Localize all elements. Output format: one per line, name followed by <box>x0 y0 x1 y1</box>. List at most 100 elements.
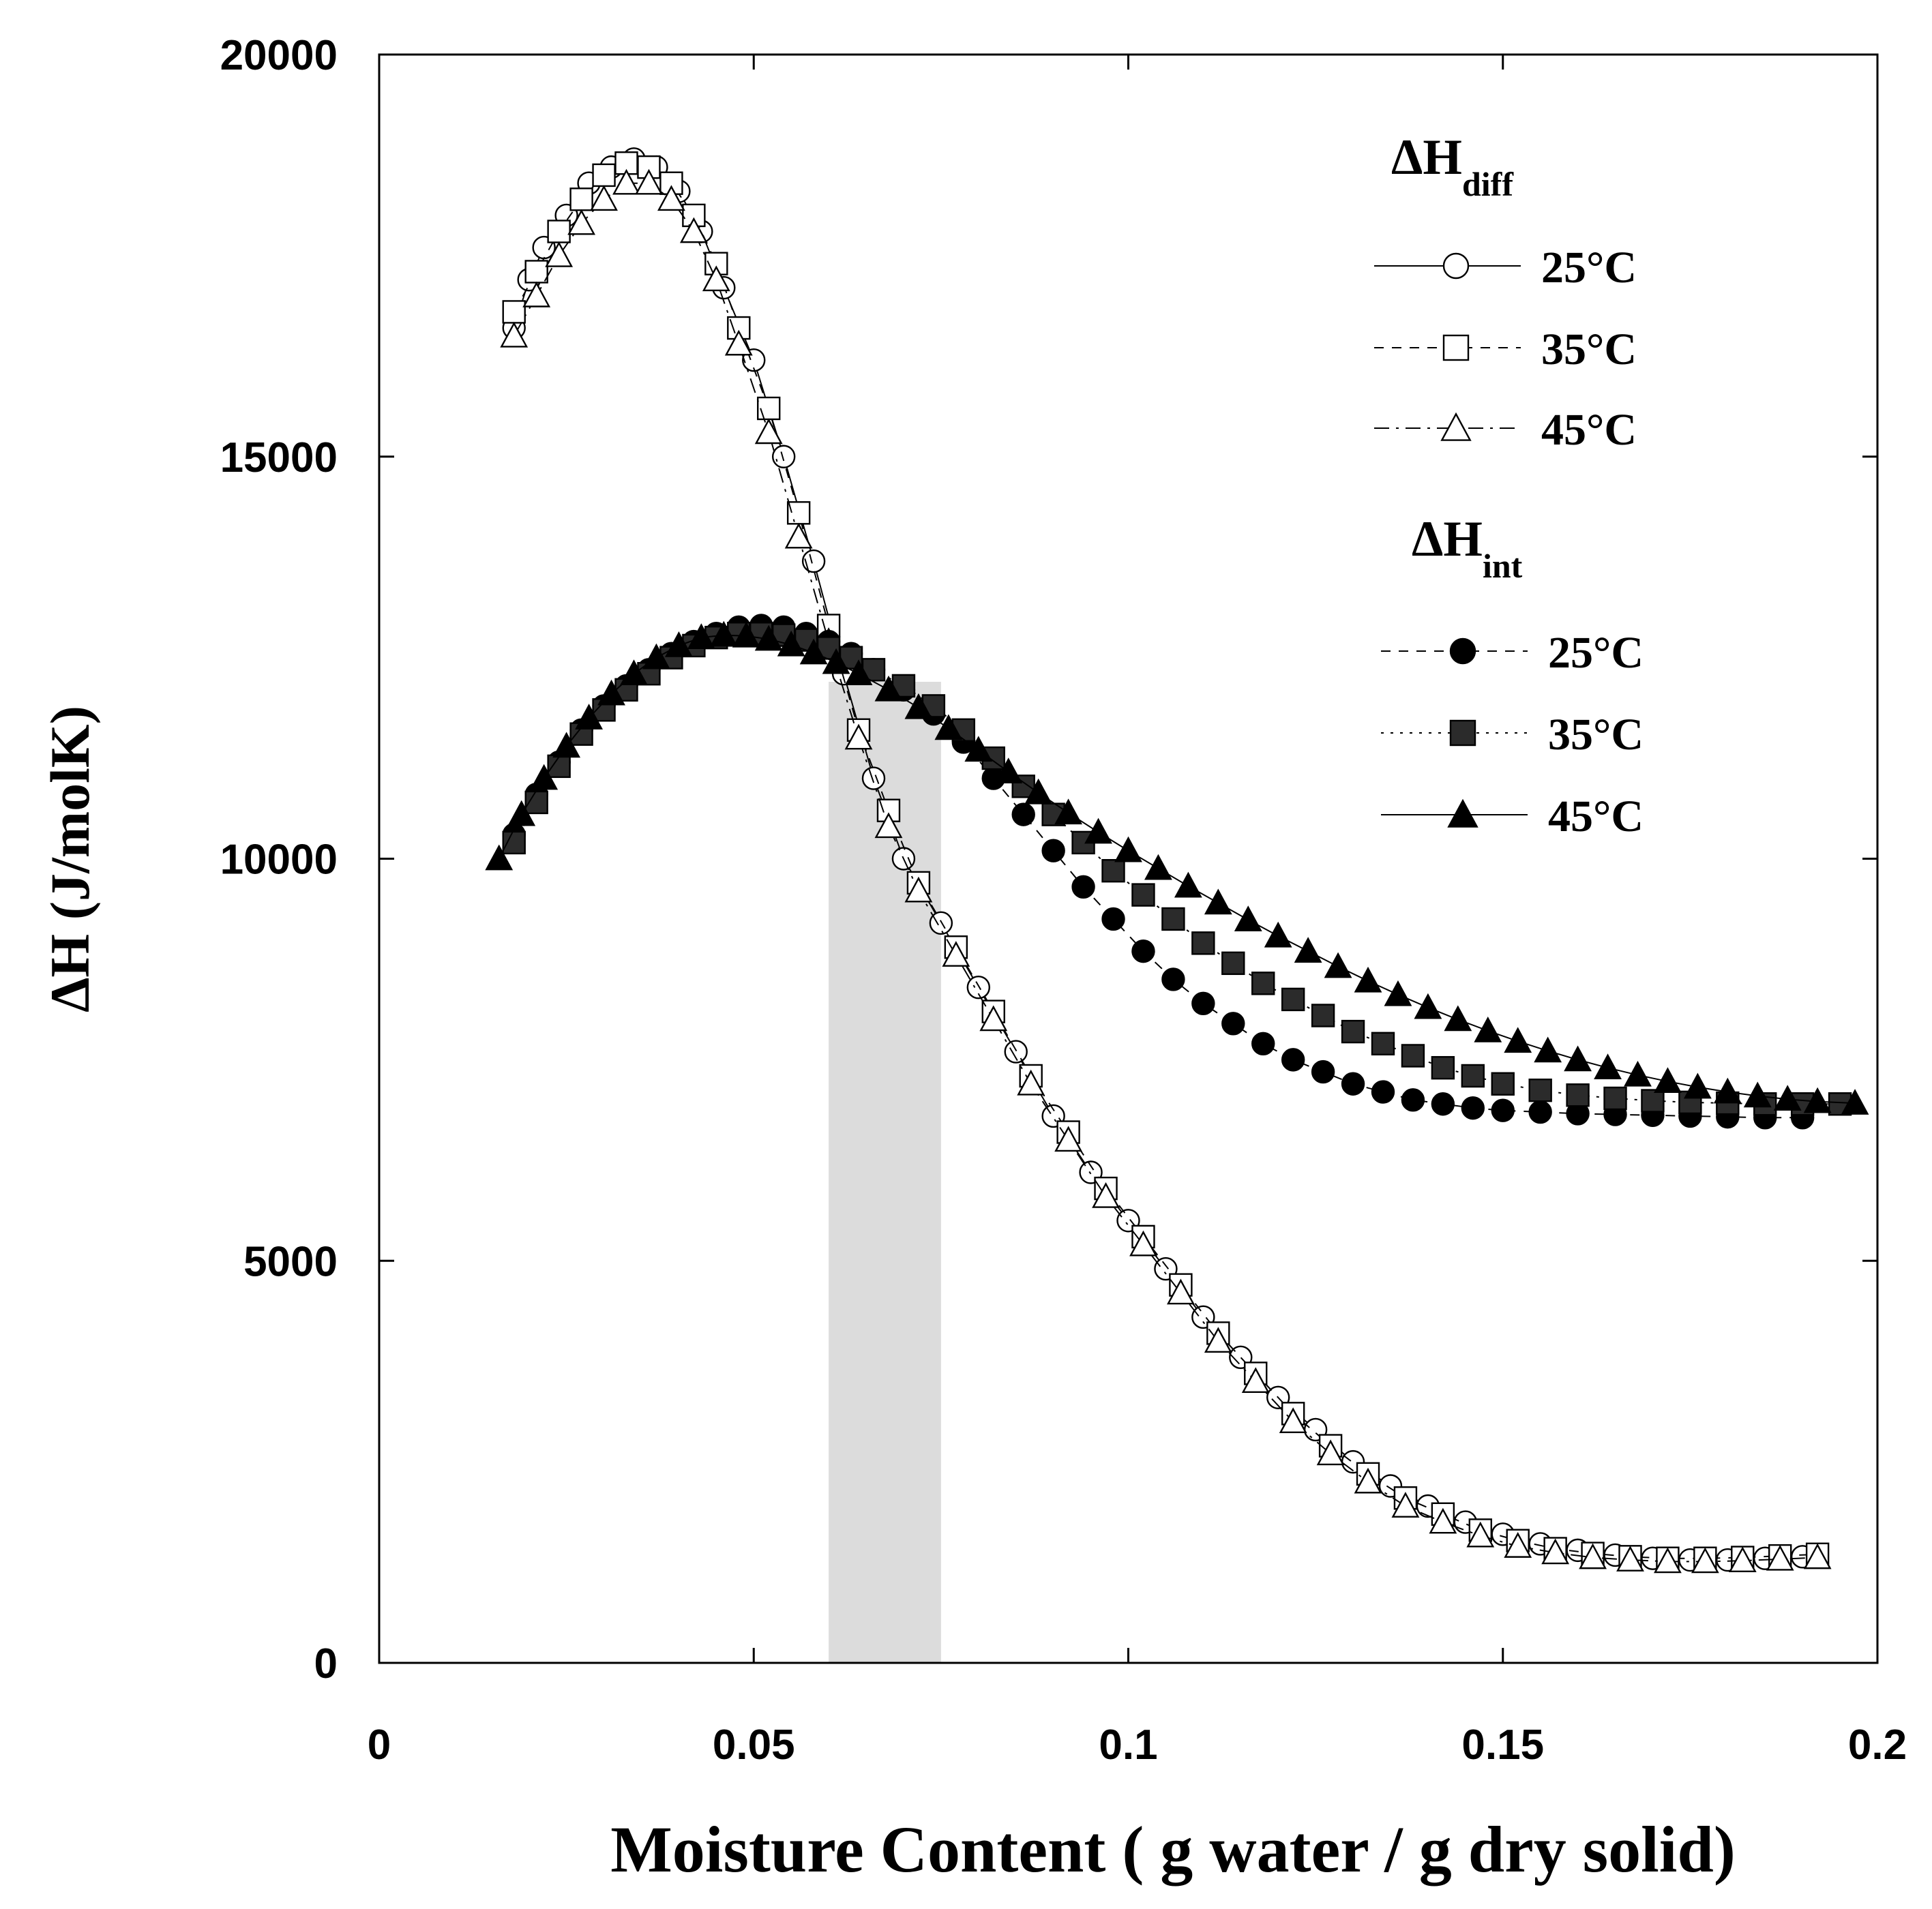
data-point-square <box>1641 1089 1665 1113</box>
data-point-triangle <box>874 812 903 839</box>
legend-entries: 25°C 35°C 45°C 25°C 35°C 45°C <box>1374 243 1644 841</box>
data-point-triangle <box>732 621 760 648</box>
data-point-triangle <box>1504 1027 1532 1053</box>
data-point-square <box>569 187 593 211</box>
data-point-triangle <box>1654 1547 1682 1574</box>
data-point-square <box>1491 1072 1515 1096</box>
data-point-triangle <box>1743 1081 1772 1108</box>
data-point-circle <box>1341 1072 1365 1096</box>
data-point-square <box>1101 858 1125 883</box>
data-point-triangle <box>1474 1016 1502 1042</box>
legend-label: 25°C <box>1541 243 1637 292</box>
data-point-triangle <box>1541 1538 1570 1565</box>
series-layer <box>485 147 1869 1574</box>
data-point-triangle <box>822 648 850 674</box>
data-point-triangle <box>1129 1230 1157 1257</box>
legend-entry-diff-1: 35°C <box>1374 325 1637 374</box>
data-point-square <box>1221 951 1245 976</box>
data-point-square <box>1566 1083 1590 1107</box>
data-point-triangle <box>1204 888 1232 915</box>
data-point-triangle <box>1691 1547 1719 1574</box>
x-tick-label: 0 <box>368 1722 391 1769</box>
legend-marker-triangle <box>1447 798 1478 828</box>
data-point-square <box>547 220 571 243</box>
legend-marker-square <box>1449 719 1476 747</box>
data-point-square <box>502 830 526 855</box>
data-point-square <box>1461 1064 1485 1088</box>
legend-group-diff-main: ΔH <box>1391 130 1462 185</box>
data-point-square <box>547 754 571 779</box>
data-point-square <box>1251 972 1275 995</box>
data-point-triangle <box>777 630 805 657</box>
data-point-triangle <box>1683 1072 1712 1099</box>
legend-marker-square <box>1442 334 1470 361</box>
data-point-triangle <box>1534 1036 1562 1063</box>
data-point-triangle <box>994 757 1023 783</box>
data-point-triangle <box>1024 778 1053 805</box>
data-point-triangle <box>545 241 574 267</box>
legend-marker-circle <box>1442 252 1470 280</box>
data-point-square <box>1191 931 1215 955</box>
data-point-square <box>524 260 548 284</box>
legend-entry-int-4: 35°C <box>1381 710 1644 760</box>
data-point-triangle <box>1564 1045 1592 1072</box>
data-point-triangle <box>1594 1053 1622 1080</box>
data-point-triangle <box>1279 1407 1307 1433</box>
y-tick-label: 0 <box>314 1640 338 1687</box>
data-point-triangle <box>590 185 618 211</box>
data-point-circle <box>1101 907 1125 931</box>
data-point-square <box>1341 1019 1365 1044</box>
data-point-triangle <box>1766 1544 1794 1571</box>
data-point-square <box>502 300 526 324</box>
data-point-triangle <box>1624 1060 1652 1087</box>
legend-label: 45°C <box>1548 792 1644 841</box>
series-int-5 <box>485 620 1869 1115</box>
data-point-triangle <box>485 844 514 871</box>
legend-label: 35°C <box>1548 710 1644 760</box>
data-point-square <box>1401 1044 1425 1068</box>
legend-entry-diff-2: 45°C <box>1374 405 1637 455</box>
data-point-triangle <box>575 704 603 730</box>
legend-group-diff-title: ΔHdiff <box>1391 130 1514 203</box>
legend-entry-int-5: 45°C <box>1381 792 1644 841</box>
data-point-triangle <box>1713 1077 1742 1104</box>
data-point-circle <box>929 911 953 935</box>
legend-group-int-main: ΔH <box>1412 511 1483 567</box>
data-point-triangle <box>1773 1085 1802 1111</box>
y-tick-label: 10000 <box>220 837 338 884</box>
data-point-triangle <box>799 638 828 665</box>
data-point-circle <box>1191 991 1215 1016</box>
data-point-triangle <box>1354 966 1382 993</box>
y-tick-label: 20000 <box>220 32 338 79</box>
data-point-triangle <box>724 329 753 356</box>
data-point-square <box>1431 1055 1455 1080</box>
data-point-triangle <box>1616 1546 1644 1572</box>
data-point-triangle <box>1841 1089 1869 1115</box>
data-point-square <box>1371 1032 1395 1055</box>
data-point-triangle <box>1234 905 1262 931</box>
data-point-triangle <box>642 643 670 670</box>
data-point-square <box>1603 1086 1627 1111</box>
tick-layer: 0 0.05 0.1 0.15 0.2 0 5000 10000 15000 20000 <box>220 32 1907 1769</box>
data-point-circle <box>801 549 826 573</box>
data-point-circle <box>1041 839 1065 862</box>
series-line <box>513 182 1818 1563</box>
data-point-triangle <box>1144 854 1172 880</box>
data-point-triangle <box>522 281 551 307</box>
legend-entry-diff-0: 25°C <box>1374 243 1637 292</box>
y-tick-label: 5000 <box>243 1238 338 1285</box>
legend-group-diff-sub: diff <box>1462 165 1514 203</box>
data-point-triangle <box>1444 1005 1472 1032</box>
data-point-circle <box>1131 939 1155 963</box>
data-point-triangle <box>1384 980 1412 1006</box>
data-point-circle <box>771 445 796 468</box>
data-point-circle <box>1431 1092 1455 1116</box>
data-point-triangle <box>904 876 933 903</box>
data-point-circle <box>1401 1088 1425 1112</box>
data-point-triangle <box>1054 1126 1083 1152</box>
data-point-square <box>1161 907 1185 931</box>
data-point-circle <box>1281 1048 1305 1072</box>
data-point-triangle <box>784 522 813 549</box>
data-point-triangle <box>1429 1507 1457 1534</box>
